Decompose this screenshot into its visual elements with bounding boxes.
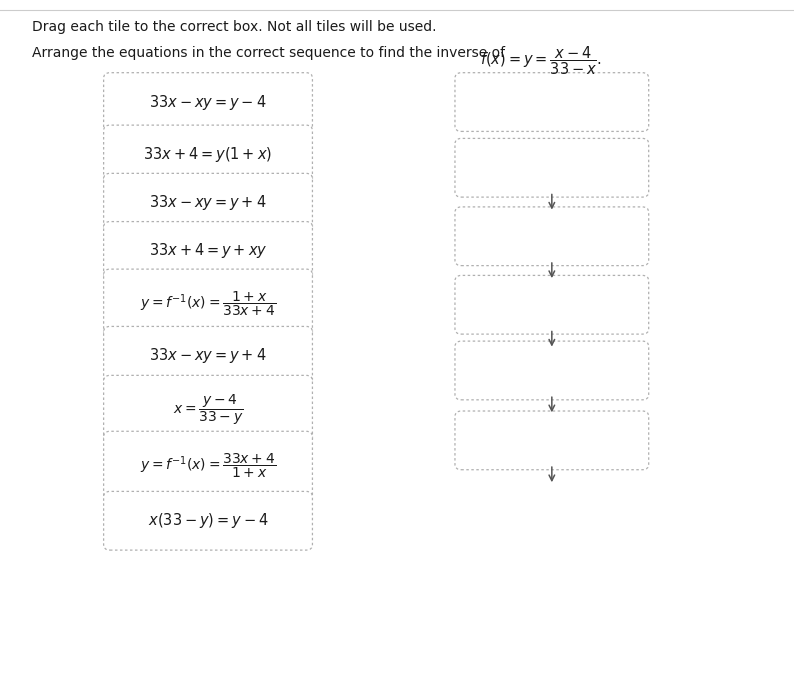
- FancyBboxPatch shape: [103, 431, 313, 500]
- FancyBboxPatch shape: [103, 222, 313, 280]
- FancyBboxPatch shape: [103, 269, 313, 338]
- Text: $33x+4=y+xy$: $33x+4=y+xy$: [148, 241, 268, 261]
- FancyBboxPatch shape: [455, 207, 649, 266]
- FancyBboxPatch shape: [455, 138, 649, 197]
- Text: Drag each tile to the correct box. Not all tiles will be used.: Drag each tile to the correct box. Not a…: [32, 20, 436, 34]
- Text: $x=\dfrac{y-4}{33-y}$: $x=\dfrac{y-4}{33-y}$: [173, 392, 243, 427]
- Text: $y=f^{-1}(x)=\dfrac{33x+4}{1+x}$: $y=f^{-1}(x)=\dfrac{33x+4}{1+x}$: [140, 452, 276, 480]
- FancyBboxPatch shape: [103, 326, 313, 385]
- FancyBboxPatch shape: [103, 125, 313, 184]
- Text: $f(x)=y=\dfrac{x-4}{33-x}.$: $f(x)=y=\dfrac{x-4}{33-x}.$: [480, 45, 602, 78]
- Text: $y=f^{-1}(x)=\dfrac{1+x}{33x+4}$: $y=f^{-1}(x)=\dfrac{1+x}{33x+4}$: [140, 289, 276, 317]
- FancyBboxPatch shape: [455, 73, 649, 131]
- Text: $33x-xy=y+4$: $33x-xy=y+4$: [149, 193, 267, 212]
- FancyBboxPatch shape: [103, 375, 313, 444]
- Text: $33x+4=y(1+x)$: $33x+4=y(1+x)$: [144, 145, 272, 164]
- FancyBboxPatch shape: [455, 275, 649, 334]
- Text: Arrange the equations in the correct sequence to find the inverse of: Arrange the equations in the correct seq…: [32, 46, 505, 60]
- Text: $x(33-y)=y-4$: $x(33-y)=y-4$: [148, 511, 268, 531]
- FancyBboxPatch shape: [455, 341, 649, 400]
- Text: $33x-xy=y+4$: $33x-xy=y+4$: [149, 346, 267, 366]
- FancyBboxPatch shape: [103, 173, 313, 232]
- FancyBboxPatch shape: [103, 491, 313, 550]
- FancyBboxPatch shape: [455, 411, 649, 470]
- Text: $33x-xy=y-4$: $33x-xy=y-4$: [149, 92, 267, 112]
- FancyBboxPatch shape: [103, 73, 313, 131]
